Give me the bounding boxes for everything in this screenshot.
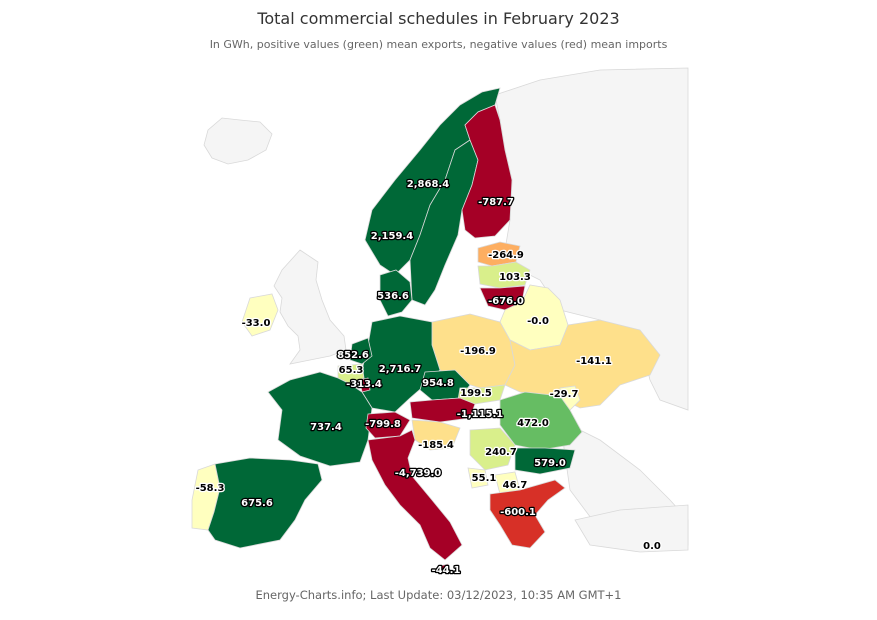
region-label-portugal: -58.3 bbox=[196, 483, 225, 494]
region-label-moldova: -29.7 bbox=[550, 389, 579, 400]
region-label-sweden: 2,159.4 bbox=[371, 231, 413, 242]
region-serbia bbox=[469, 427, 516, 471]
region-bulgaria bbox=[514, 447, 576, 475]
map-shapes bbox=[191, 67, 689, 573]
region-greece bbox=[489, 479, 566, 549]
region-label-norway: 2,868.4 bbox=[407, 179, 449, 190]
region-ukraine bbox=[504, 319, 661, 409]
region-label-north-macedonia: 46.7 bbox=[503, 480, 528, 491]
region-label-estonia: -264.9 bbox=[488, 250, 524, 261]
region-label-france: 737.4 bbox=[310, 422, 342, 433]
region-label-finland: -787.7 bbox=[478, 197, 514, 208]
credits: Energy-Charts.info; Last Update: 03/12/2… bbox=[255, 588, 622, 602]
region-ireland bbox=[241, 293, 279, 337]
region-label-bulgaria: 579.0 bbox=[534, 458, 566, 469]
region-iceland bbox=[203, 117, 273, 165]
region-label-slovenia: -185.4 bbox=[418, 440, 454, 451]
region-spain bbox=[207, 457, 323, 549]
region-austria bbox=[409, 397, 476, 423]
region-label-spain: 675.6 bbox=[241, 498, 273, 509]
region-label-luxembourg: -313.4 bbox=[346, 379, 382, 390]
region-label-latvia: 103.3 bbox=[499, 272, 531, 283]
region-denmark bbox=[379, 269, 413, 317]
region-label-greece: -600.1 bbox=[500, 507, 536, 518]
region-label-ukraine: -141.1 bbox=[576, 356, 612, 367]
region-netherlands bbox=[349, 337, 373, 365]
chart-subtitle: In GWh, positive values (green) mean exp… bbox=[209, 38, 668, 51]
region-montenegro bbox=[467, 467, 489, 489]
region-label-turkey: 0.0 bbox=[643, 541, 661, 552]
region-turkey bbox=[574, 504, 689, 553]
region-uk bbox=[273, 249, 347, 365]
region-label-netherlands: 852.6 bbox=[337, 350, 369, 361]
region-belgium bbox=[337, 363, 365, 385]
chart-title: Total commercial schedules in February 2… bbox=[257, 9, 620, 28]
region-finland bbox=[461, 104, 513, 239]
region-label-romania: 472.0 bbox=[517, 418, 549, 429]
map-labels: 2,868.4 -787.7 2,159.4 -264.9 103.3 -676.0 536… bbox=[194, 178, 662, 578]
region-france bbox=[267, 371, 373, 467]
region-label-lithuania: -676.0 bbox=[488, 296, 524, 307]
region-latvia bbox=[477, 261, 531, 289]
region-label-malta: -44.1 bbox=[432, 565, 461, 576]
region-label-switzerland: -799.8 bbox=[365, 419, 401, 430]
region-label-belarus: -0.0 bbox=[527, 316, 549, 327]
region-label-czechia: 954.8 bbox=[422, 378, 454, 389]
region-italy bbox=[367, 429, 463, 561]
region-label-germany: 2,716.7 bbox=[379, 364, 421, 375]
region-label-denmark: 536.6 bbox=[377, 291, 409, 302]
region-label-serbia: 240.7 bbox=[485, 447, 517, 458]
region-label-poland: -196.9 bbox=[460, 346, 496, 357]
region-malta bbox=[439, 563, 451, 573]
region-luxembourg bbox=[359, 377, 371, 393]
region-label-belgium: 65.3 bbox=[339, 365, 364, 376]
region-romania bbox=[499, 391, 583, 451]
region-label-montenegro: 55.1 bbox=[472, 473, 497, 484]
region-label-slovakia: 199.5 bbox=[460, 388, 492, 399]
region-label-austria: -1,115.1 bbox=[457, 409, 504, 420]
region-label-italy: -4,739.0 bbox=[395, 468, 442, 479]
region-label-ireland: -33.0 bbox=[242, 318, 271, 329]
